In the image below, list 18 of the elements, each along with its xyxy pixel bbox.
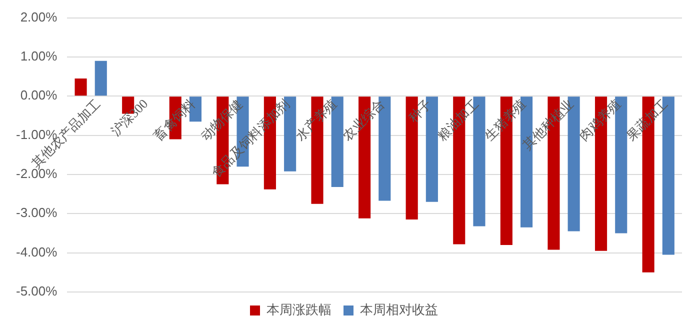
y-tick-label: -5.00% (16, 284, 58, 299)
x-tick-label: 粮油加工 (434, 96, 482, 144)
x-tick-label: 沪深300 (108, 96, 151, 139)
y-tick-label: 1.00% (20, 48, 58, 64)
y-tick-label: 0.00% (20, 88, 58, 103)
x-tick-label: 畜禽饲料 (150, 96, 198, 144)
x-tick-label: 农业综合 (340, 96, 388, 144)
y-tick-label: -3.00% (16, 205, 58, 220)
x-tick-label: 果蔬加工 (624, 96, 671, 144)
legend-label: 本周相对收益 (360, 302, 438, 317)
y-tick-label: -4.00% (16, 244, 58, 260)
bar (94, 60, 107, 96)
x-tick-label: 种子 (405, 96, 434, 126)
x-tick-label: 水产养殖 (292, 96, 340, 144)
y-tick-label: 2.00% (20, 9, 58, 24)
legend-label: 本周涨跌幅 (266, 302, 332, 317)
bar (74, 78, 87, 96)
x-tick-label: 肉鸡养殖 (576, 96, 624, 144)
